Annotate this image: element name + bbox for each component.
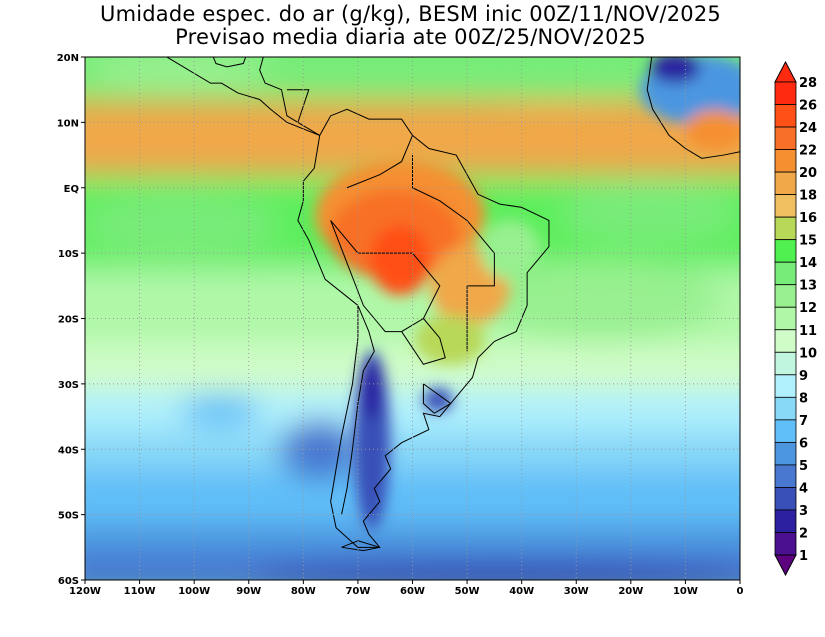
colorbar-label: 15 <box>799 234 817 249</box>
colorbar-label: 3 <box>799 504 808 519</box>
colorbar-label: 14 <box>799 256 817 271</box>
chart-title: Umidade espec. do ar (g/kg), BESM inic 0… <box>100 2 721 26</box>
colorbar-swatch <box>774 487 797 511</box>
colorbar-label: 22 <box>799 144 817 159</box>
colorbar-swatch <box>774 104 797 128</box>
lon-tick-label: 120W <box>69 586 101 597</box>
lon-tick-label: 10W <box>673 586 698 597</box>
colorbar-swatch <box>774 194 797 218</box>
coastline <box>286 89 310 123</box>
lon-tick-label: 0 <box>737 586 744 597</box>
coastline <box>166 57 320 136</box>
colorbar-swatch <box>774 126 797 150</box>
colorbar-label: 24 <box>799 121 817 136</box>
colorbar-min-arrow <box>774 554 797 577</box>
lon-tick-label: 110W <box>124 586 156 597</box>
colorbar-swatch <box>774 81 797 105</box>
colorbar-label: 10 <box>799 346 817 361</box>
lon-tick-label: 70W <box>345 586 370 597</box>
lat-tick-label: 60S <box>58 576 79 587</box>
colorbar-legend: 28 26 24 22 20 18 16 15 14 13 12 11 10 9 8 7 6 5 4 3 2 1 <box>774 60 817 577</box>
colorbar-swatch <box>774 419 797 443</box>
colorbar-label: 6 <box>799 436 808 451</box>
colorbar-label: 16 <box>799 211 817 226</box>
colorbar-swatch <box>774 306 797 331</box>
lat-tick-label: 10S <box>58 249 79 260</box>
lon-tick-label: 40W <box>509 586 534 597</box>
lat-tick-label: 10N <box>57 118 79 129</box>
coastlines <box>166 57 740 552</box>
colorbar-swatch <box>774 149 797 173</box>
coastline <box>646 57 740 159</box>
colorbar-swatch <box>774 351 797 376</box>
colorbar-swatch <box>774 329 797 353</box>
coastline <box>297 108 550 548</box>
coastline <box>401 318 446 365</box>
lon-tick-label: 30W <box>564 586 589 597</box>
colorbar-label: 7 <box>799 414 808 429</box>
coastline <box>412 155 495 352</box>
lon-tick-label: 20W <box>618 586 643 597</box>
colorbar-swatch <box>774 509 797 533</box>
chart-subtitle: Previsao media diaria ate 00Z/25/NOV/202… <box>175 25 646 49</box>
coastline <box>341 305 375 515</box>
coastline <box>422 383 452 414</box>
lat-tick-label: 40S <box>58 445 79 456</box>
lat-tick-label: EQ <box>64 184 79 195</box>
colorbar-swatch <box>774 171 797 196</box>
lon-tick-label: 80W <box>291 586 316 597</box>
colorbar-label: 18 <box>799 189 817 204</box>
colorbar-label: 9 <box>799 369 808 384</box>
lat-tick-label: 30S <box>58 380 79 391</box>
lon-tick-label: 90W <box>236 586 261 597</box>
colorbar-label: 2 <box>799 526 808 541</box>
colorbar-label: 20 <box>799 166 817 181</box>
colorbar-max-arrow <box>774 60 797 83</box>
colorbar-swatch <box>774 396 797 421</box>
coastline <box>341 540 380 552</box>
lon-tick-label: 60W <box>400 586 425 597</box>
colorbar-swatch <box>774 239 797 263</box>
colorbar-label: 1 <box>799 549 808 564</box>
lon-tick-label: 50W <box>455 586 480 597</box>
colorbar-swatch <box>774 261 797 286</box>
colorbar-label: 8 <box>799 391 808 406</box>
colorbar-swatch <box>774 284 797 308</box>
lat-tick-label: 20N <box>57 53 79 64</box>
colorbar-swatch <box>774 374 797 398</box>
colorbar-label: 4 <box>799 481 808 496</box>
colorbar-label: 26 <box>799 99 817 114</box>
lat-tick-label: 20S <box>58 315 79 326</box>
colorbar-swatch <box>774 441 797 466</box>
coastline <box>212 57 320 136</box>
coastline <box>346 135 413 189</box>
colorbar-label: 11 <box>799 324 817 339</box>
humidity-field <box>85 57 740 580</box>
colorbar-swatch <box>774 216 797 241</box>
colorbar-swatch <box>774 532 797 556</box>
colorbar-label: 12 <box>799 301 817 316</box>
lon-tick-label: 100W <box>178 586 210 597</box>
colorbar-label: 28 <box>799 76 817 91</box>
colorbar-label: 13 <box>799 279 817 294</box>
colorbar-swatch <box>774 464 797 488</box>
lat-tick-label: 50S <box>58 511 79 522</box>
colorbar-label: 5 <box>799 459 808 474</box>
